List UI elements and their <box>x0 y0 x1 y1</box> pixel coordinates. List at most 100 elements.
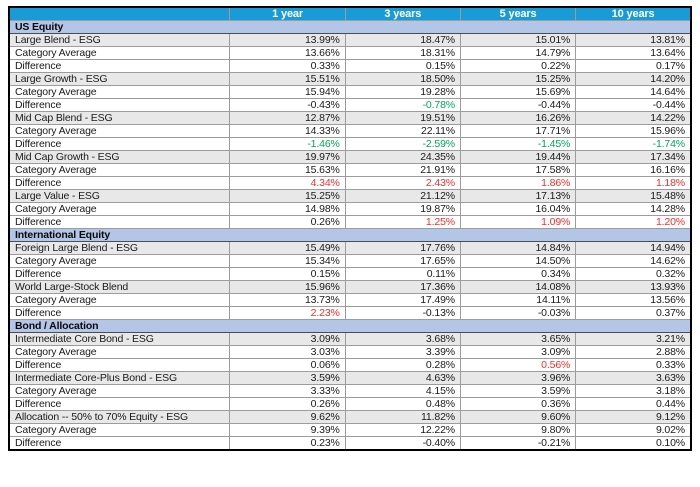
row-label: Intermediate Core-Plus Bond - ESG <box>8 371 231 385</box>
value-cell: 17.49% <box>344 293 461 307</box>
row-label: Category Average <box>8 345 231 359</box>
value-cell: 15.34% <box>229 254 346 268</box>
table-row-intermediate-core-bond-esg: Intermediate Core Bond - ESG 3.09% 3.68% 3.… <box>8 332 692 346</box>
value-cell: 0.26% <box>229 215 346 229</box>
row-label: Difference <box>8 436 231 451</box>
value-cell: 13.66% <box>229 46 346 60</box>
row-label: Difference <box>8 59 231 73</box>
value-cell: 0.33% <box>229 59 346 73</box>
table-row-intermediate-core-plus-bond-esg: Intermediate Core-Plus Bond - ESG 3.59% 4.… <box>8 371 692 385</box>
section-row-us-equity: US Equity <box>9 20 691 34</box>
value-cell: 3.39% <box>344 345 461 359</box>
value-cell: 12.22% <box>344 423 461 437</box>
table-row-difference: Difference 4.34% 2.43% 1.86% 1.18% <box>8 176 692 190</box>
value-cell: 18.31% <box>344 46 461 60</box>
table-row-difference: Difference -0.43% -0.78% -0.44% -0.44% <box>8 98 692 112</box>
row-label: Mid Cap Blend - ESG <box>8 111 231 125</box>
table-row-difference: Difference -1.46% -2.59% -1.45% -1.74% <box>8 137 692 151</box>
row-label: Difference <box>8 358 231 372</box>
value-cell: 3.09% <box>459 345 577 359</box>
value-cell: -0.44% <box>575 98 692 112</box>
value-cell: 14.28% <box>575 202 692 216</box>
value-cell: -0.78% <box>344 98 461 112</box>
value-cell: 9.62% <box>229 410 346 424</box>
header-cell-5-years: 5 years <box>459 6 577 21</box>
value-cell: 12.87% <box>229 111 346 125</box>
table-row-category-average: Category Average 14.33% 22.11% 17.71% 15.96% <box>8 124 692 138</box>
value-cell: 15.25% <box>459 72 577 86</box>
value-cell: -0.03% <box>459 306 577 320</box>
table-row-category-average: Category Average 15.63% 21.91% 17.58% 16.16% <box>8 163 692 177</box>
row-label: Category Average <box>8 46 231 60</box>
value-cell: 15.01% <box>459 33 577 47</box>
row-label: Difference <box>8 397 231 411</box>
value-cell: 0.11% <box>344 267 461 281</box>
row-label: Category Average <box>8 124 231 138</box>
value-cell: 15.25% <box>229 189 346 203</box>
value-cell: 13.64% <box>575 46 692 60</box>
value-cell: 3.59% <box>459 384 577 398</box>
section-title: Bond / Allocation <box>9 319 691 333</box>
table-row-category-average: Category Average 9.39% 12.22% 9.80% 9.02% <box>8 423 692 437</box>
table-row-category-average: Category Average 15.34% 17.65% 14.50% 14.62% <box>8 254 692 268</box>
value-cell: 3.21% <box>575 332 692 346</box>
value-cell: 19.87% <box>344 202 461 216</box>
section-row-international-equity: International Equity <box>9 228 691 242</box>
section-title: US Equity <box>9 20 691 34</box>
table-row-difference: Difference 0.26% 1.25% 1.09% 1.20% <box>8 215 692 229</box>
table-row-allocation-50-to-70-equity-esg: Allocation -- 50% to 70% Equity - ESG 9.6… <box>8 410 692 424</box>
value-cell: 1.86% <box>459 176 577 190</box>
row-label: Category Average <box>8 423 231 437</box>
value-cell: -2.59% <box>344 137 461 151</box>
header-row: 1 year 3 years 5 years 10 years <box>9 6 691 21</box>
performance-table: 1 year 3 years 5 years 10 years US Equit… <box>8 6 692 451</box>
row-label: Category Average <box>8 85 231 99</box>
value-cell: 1.09% <box>459 215 577 229</box>
value-cell: 17.58% <box>459 163 577 177</box>
row-label: Difference <box>8 306 231 320</box>
row-label: Mid Cap Growth - ESG <box>8 150 231 164</box>
table-row-world-large-stock-blend: World Large-Stock Blend 15.96% 17.36% 14.08… <box>8 280 692 294</box>
value-cell: 17.71% <box>459 124 577 138</box>
header-cell-10-years: 10 years <box>575 6 691 21</box>
table-row-difference: Difference 0.33% 0.15% 0.22% 0.17% <box>8 59 692 73</box>
value-cell: 13.99% <box>229 33 346 47</box>
value-cell: 3.33% <box>229 384 346 398</box>
value-cell: 0.33% <box>575 358 692 372</box>
value-cell: 3.09% <box>229 332 346 346</box>
value-cell: 14.84% <box>459 241 577 255</box>
row-label: Category Average <box>8 163 231 177</box>
value-cell: 0.34% <box>459 267 577 281</box>
value-cell: 9.80% <box>459 423 577 437</box>
value-cell: 0.10% <box>575 436 692 451</box>
value-cell: 4.34% <box>229 176 346 190</box>
value-cell: 3.18% <box>575 384 692 398</box>
table-row-large-growth-esg: Large Growth - ESG 15.51% 18.50% 15.25% 14.2… <box>8 72 692 86</box>
row-label: Difference <box>8 176 231 190</box>
value-cell: -0.40% <box>344 436 461 451</box>
table-row-category-average: Category Average 13.73% 17.49% 14.11% 13.56% <box>8 293 692 307</box>
value-cell: 0.32% <box>575 267 692 281</box>
value-cell: 13.56% <box>575 293 692 307</box>
value-cell: 14.08% <box>459 280 577 294</box>
value-cell: 17.13% <box>459 189 577 203</box>
row-label: Difference <box>8 137 231 151</box>
value-cell: 13.81% <box>575 33 692 47</box>
value-cell: 14.33% <box>229 124 346 138</box>
value-cell: 3.59% <box>229 371 346 385</box>
value-cell: 19.97% <box>229 150 346 164</box>
row-label: Large Growth - ESG <box>8 72 231 86</box>
value-cell: 1.25% <box>344 215 461 229</box>
value-cell: 1.20% <box>575 215 692 229</box>
value-cell: 9.39% <box>229 423 346 437</box>
value-cell: 0.36% <box>459 397 577 411</box>
value-cell: 14.62% <box>575 254 692 268</box>
table-row-large-blend-esg: Large Blend - ESG 13.99% 18.47% 15.01% 13.81… <box>8 33 692 47</box>
value-cell: 14.11% <box>459 293 577 307</box>
value-cell: -1.74% <box>575 137 692 151</box>
table-row-difference: Difference 0.23% -0.40% -0.21% 0.10% <box>8 436 692 451</box>
value-cell: 21.12% <box>344 189 461 203</box>
value-cell: 0.22% <box>459 59 577 73</box>
value-cell: 0.56% <box>459 358 577 372</box>
value-cell: 14.94% <box>575 241 692 255</box>
